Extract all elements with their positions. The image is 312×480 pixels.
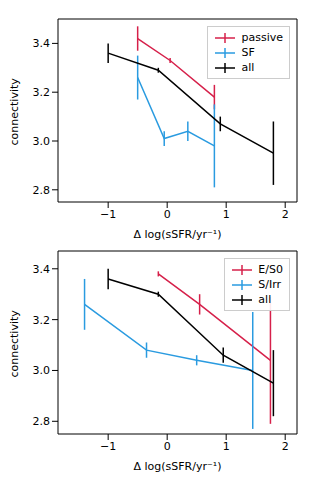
svg-text:Δ log(sSFR/yr⁻¹): Δ log(sSFR/yr⁻¹) [133, 228, 221, 240]
svg-text:3.4: 3.4 [33, 263, 51, 276]
html-text:SF: SF [241, 46, 255, 59]
svg-text:3.2: 3.2 [33, 86, 51, 99]
svg-text:2: 2 [282, 208, 289, 221]
svg-text:3.4: 3.4 [33, 37, 51, 50]
svg-text:1: 1 [223, 440, 230, 453]
svg-text:−1: −1 [100, 440, 116, 453]
svg-text:0: 0 [164, 208, 171, 221]
svg-text:3.2: 3.2 [33, 314, 51, 327]
html-text:passive: passive [241, 31, 283, 44]
svg-text:3.0: 3.0 [33, 135, 51, 148]
svg-text:Δ log(sSFR/yr⁻¹): Δ log(sSFR/yr⁻¹) [133, 460, 221, 472]
svg-text:connectivity: connectivity [8, 310, 21, 378]
svg-text:−1: −1 [100, 208, 116, 221]
html-text:all: all [241, 61, 255, 74]
svg-text:2: 2 [282, 440, 289, 453]
svg-text:3.0: 3.0 [33, 364, 51, 377]
svg-text:1: 1 [223, 208, 230, 221]
html-text:E/S0: E/S0 [258, 263, 283, 276]
html-text:S/Irr: S/Irr [258, 278, 282, 291]
svg-text:2.8: 2.8 [33, 184, 51, 197]
html-text:all: all [258, 293, 272, 306]
svg-text:connectivity: connectivity [8, 78, 21, 146]
svg-text:0: 0 [164, 440, 171, 453]
svg-text:2.8: 2.8 [33, 415, 51, 428]
